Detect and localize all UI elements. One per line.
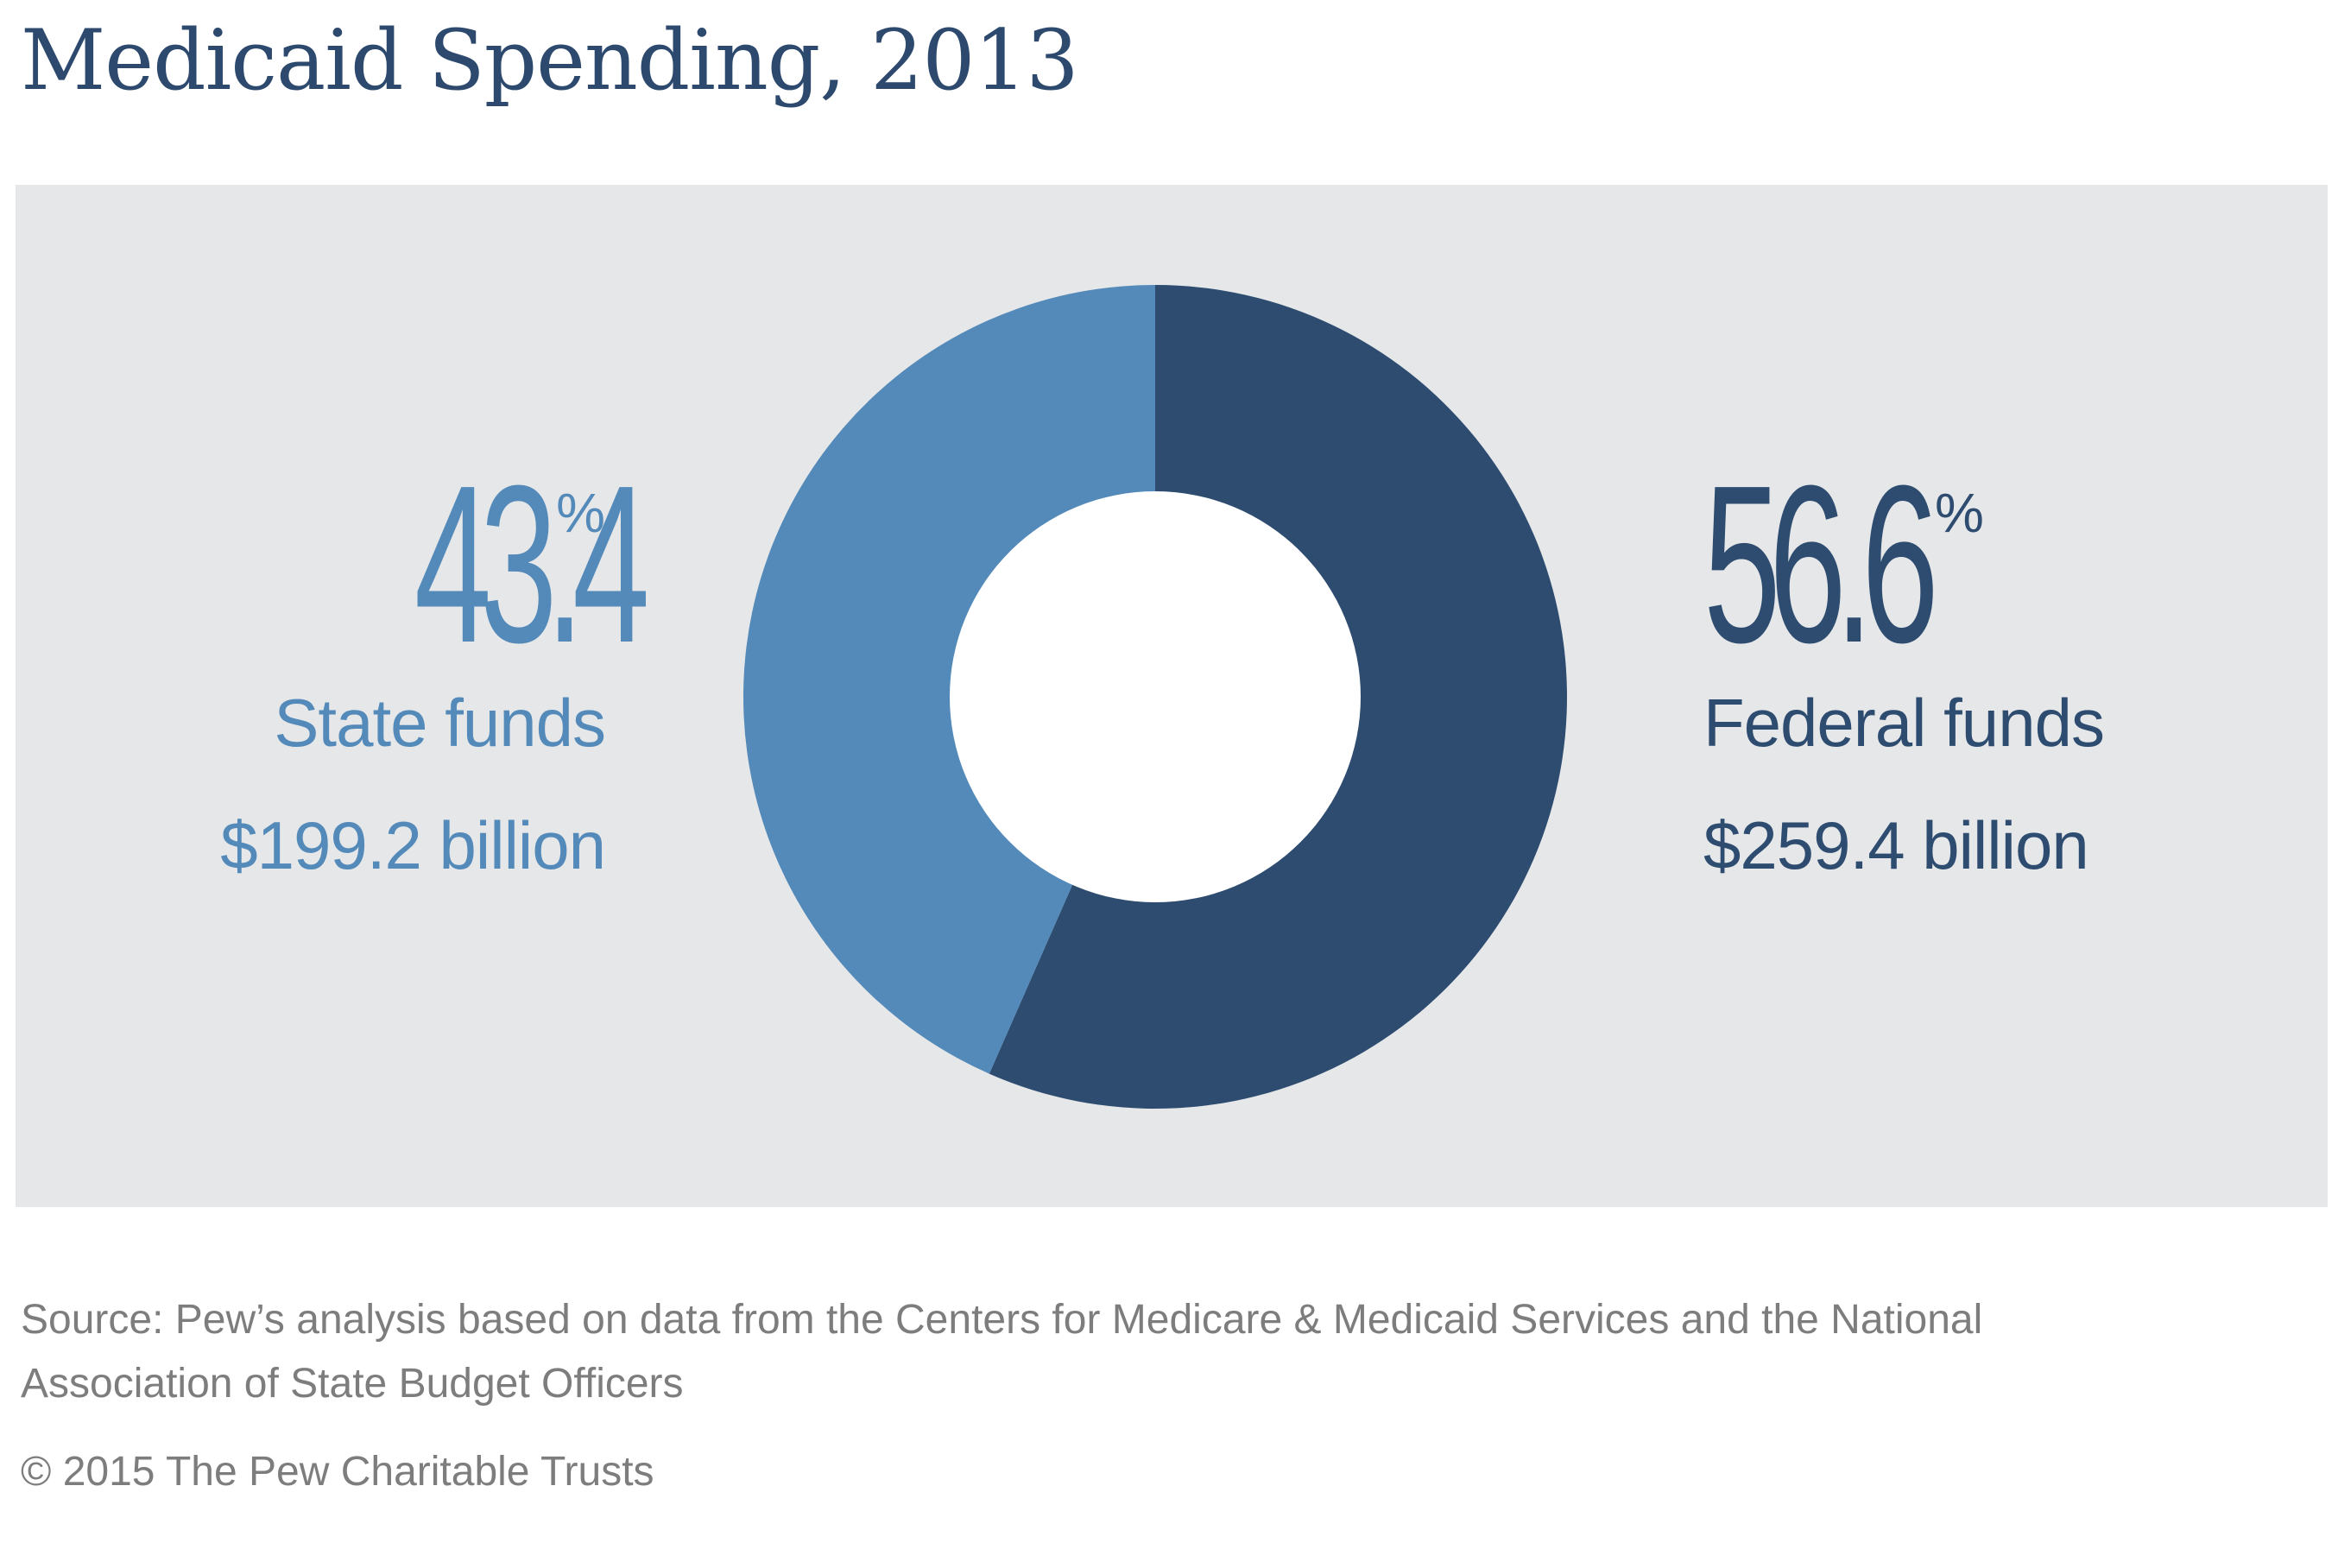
federal-funds-amount: $259.4 billion — [1703, 807, 2089, 883]
state-funds-percent-value: 43.4 — [414, 439, 650, 690]
federal-funds-stat: 56.6 % Federal funds $259.4 billion — [1703, 439, 2105, 884]
state-funds-label: State funds — [274, 685, 606, 761]
donut-hole — [950, 491, 1361, 902]
federal-funds-percent: 56.6 % — [1703, 439, 2104, 690]
state-funds-amount: $199.2 billion — [220, 807, 606, 883]
federal-funds-percent-value: 56.6 — [1703, 439, 1939, 690]
state-funds-percent: 43.4 % — [220, 452, 650, 677]
copyright-note: © 2015 The Pew Charitable Trusts — [21, 1449, 654, 1495]
state-funds-stat: 43.4 % State funds $199.2 billion — [220, 452, 650, 884]
state-funds-percent-sign: % — [556, 482, 605, 544]
donut-slice-state-funds — [742, 284, 1155, 1074]
source-note: Source: Pew’s analysis based on data fro… — [21, 1297, 1983, 1407]
chart-panel: 43.4 % State funds $199.2 billion 56.6 %… — [16, 185, 2328, 1207]
federal-funds-percent-sign: % — [1935, 482, 1984, 544]
chart-title: Medicaid Spending, 2013 — [21, 12, 1079, 109]
donut-chart — [16, 185, 2328, 1207]
federal-funds-label: Federal funds — [1703, 685, 2105, 761]
